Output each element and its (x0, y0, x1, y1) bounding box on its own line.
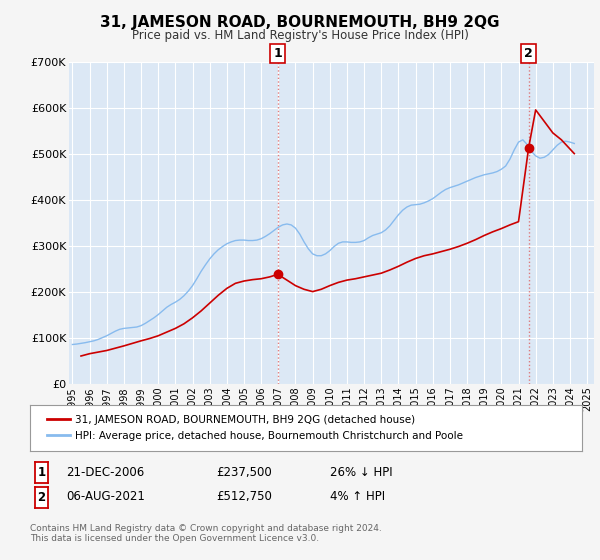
Text: Contains HM Land Registry data © Crown copyright and database right 2024.: Contains HM Land Registry data © Crown c… (30, 524, 382, 533)
Text: 1: 1 (37, 466, 46, 479)
Text: Price paid vs. HM Land Registry's House Price Index (HPI): Price paid vs. HM Land Registry's House … (131, 29, 469, 42)
Text: 4% ↑ HPI: 4% ↑ HPI (330, 490, 385, 503)
Legend: 31, JAMESON ROAD, BOURNEMOUTH, BH9 2QG (detached house), HPI: Average price, det: 31, JAMESON ROAD, BOURNEMOUTH, BH9 2QG (… (41, 409, 469, 447)
Text: 26% ↓ HPI: 26% ↓ HPI (330, 465, 392, 479)
Text: 2: 2 (524, 47, 533, 60)
Text: 21-DEC-2006: 21-DEC-2006 (66, 465, 144, 479)
Text: 31, JAMESON ROAD, BOURNEMOUTH, BH9 2QG: 31, JAMESON ROAD, BOURNEMOUTH, BH9 2QG (100, 15, 500, 30)
Text: This data is licensed under the Open Government Licence v3.0.: This data is licensed under the Open Gov… (30, 534, 319, 543)
Text: £237,500: £237,500 (216, 465, 272, 479)
Text: 2: 2 (37, 491, 46, 504)
Text: £512,750: £512,750 (216, 490, 272, 503)
Text: 06-AUG-2021: 06-AUG-2021 (66, 490, 145, 503)
Text: 1: 1 (274, 47, 282, 60)
